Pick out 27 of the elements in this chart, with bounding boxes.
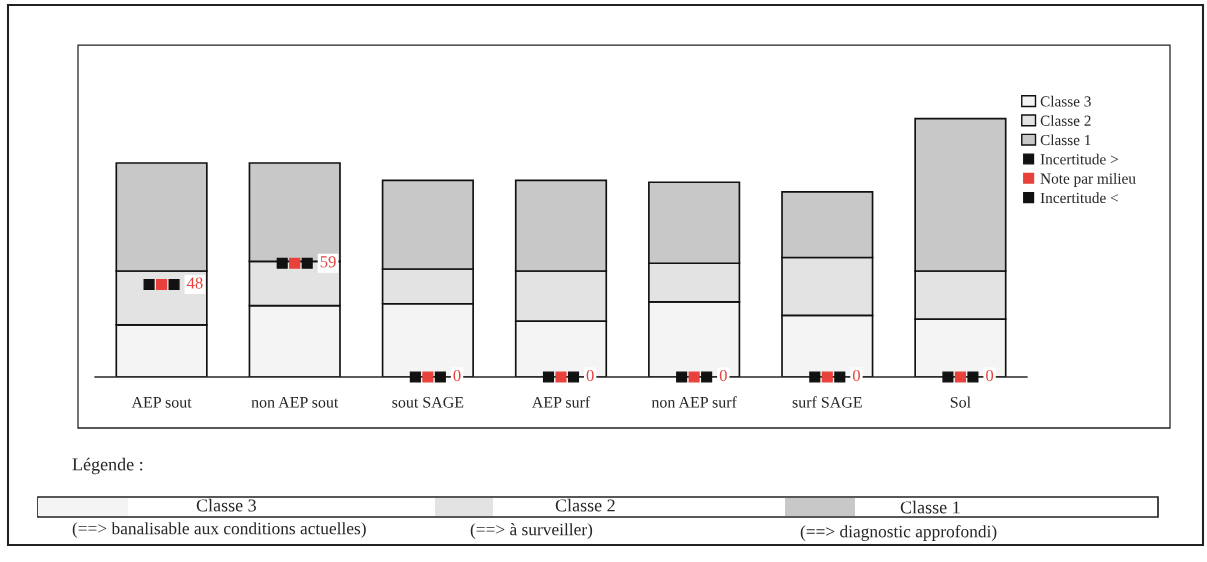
- text: (==> à surveiller): [470, 523, 593, 539]
- x-tick-label: surf SAGE: [792, 396, 862, 408]
- x-tick-label: sout SAGE: [392, 396, 464, 408]
- text: Légende :: [72, 457, 143, 475]
- legend-label: Incertitude <: [1040, 192, 1118, 204]
- x-tick-label: AEP surf: [531, 396, 591, 408]
- data-label: 59: [320, 256, 336, 268]
- legend-label: Note par milieu: [1040, 173, 1136, 187]
- x-tick-label: non AEP sout: [251, 396, 339, 408]
- legend-label: Classe 1: [1040, 134, 1091, 146]
- data-label: 0: [719, 369, 727, 382]
- legend-label: Classe 2: [1040, 115, 1091, 126]
- text: Classe 2: [555, 498, 615, 512]
- text: (==> diagnostic approfondi): [800, 525, 997, 541]
- legend-label: Classe 3: [1040, 95, 1091, 107]
- text: (==> banalisable aux conditions actuelles): [72, 522, 366, 538]
- data-label: 0: [453, 369, 461, 382]
- text: Classe 3: [196, 498, 256, 512]
- data-label: 0: [986, 369, 994, 382]
- data-label: 0: [586, 369, 594, 382]
- data-label: 0: [852, 369, 860, 382]
- x-tick-label: non AEP surf: [651, 396, 737, 408]
- data-label: 48: [186, 277, 203, 289]
- legend-label: Incertitude >: [1040, 153, 1118, 165]
- x-tick-label: AEP sout: [131, 396, 192, 408]
- text: Classe 1: [900, 500, 960, 514]
- x-tick-label: Sol: [950, 396, 971, 408]
